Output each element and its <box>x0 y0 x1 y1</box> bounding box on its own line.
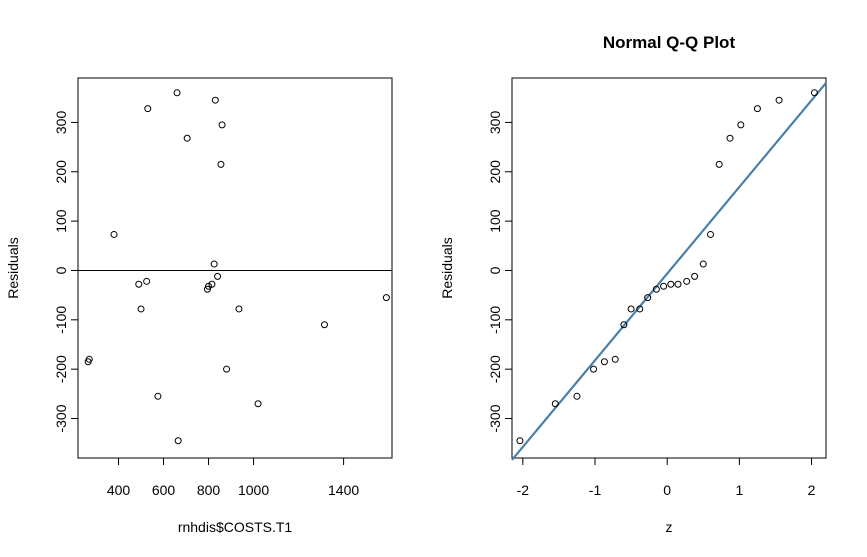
data-point <box>135 280 143 288</box>
y-tick-label: 200 <box>53 160 69 184</box>
data-point <box>775 96 783 104</box>
data-point <box>691 272 699 280</box>
x-axis-ticks: 400 600 800 1000 1400 <box>107 457 359 498</box>
data-point <box>223 365 231 373</box>
data-point <box>144 105 152 113</box>
normal-qq-plot: -2 -1 0 1 2 -300 -200 -100 0 100 200 300 Normal Q-… <box>439 33 827 535</box>
y-axis-ticks: -300 -200 -100 0 100 200 300 <box>487 111 513 433</box>
data-point <box>173 89 181 97</box>
x-tick-label: 1400 <box>328 482 359 498</box>
y-tick-label: 300 <box>487 111 503 135</box>
plot-frame <box>511 77 827 459</box>
data-point <box>110 230 118 238</box>
data-point <box>644 294 652 302</box>
data-point <box>183 134 191 142</box>
y-tick-label: 0 <box>487 266 503 274</box>
data-point <box>674 280 682 288</box>
x-tick-label: 1 <box>735 482 743 498</box>
x-axis-ticks: -2 -1 0 1 2 <box>517 457 816 498</box>
y-axis-ticks: -300 -200 -100 0 100 200 300 <box>53 111 79 433</box>
y-tick-label: 200 <box>487 160 503 184</box>
x-tick-label: -1 <box>589 482 602 498</box>
y-tick-label: -300 <box>487 404 503 432</box>
data-point <box>218 121 226 129</box>
residuals-vs-costs-plot: 400 600 800 1000 1400 -300 -200 -100 0 100 200 300… <box>5 77 393 535</box>
plot-frame <box>77 77 393 459</box>
data-point <box>205 282 213 290</box>
y-axis-label: Residuals <box>439 237 455 298</box>
y-axis-label: Residuals <box>5 237 21 298</box>
data-point <box>137 305 145 313</box>
data-point <box>174 437 182 445</box>
data-point <box>382 294 390 302</box>
data-point <box>214 272 222 280</box>
data-points <box>516 89 818 445</box>
data-point <box>551 400 559 408</box>
data-point <box>590 365 598 373</box>
chart-title: Normal Q-Q Plot <box>603 33 736 52</box>
x-tick-label: 400 <box>107 482 131 498</box>
x-tick-label: 2 <box>808 482 816 498</box>
y-tick-label: -300 <box>53 404 69 432</box>
data-point <box>320 321 328 329</box>
y-tick-label: 0 <box>53 266 69 274</box>
x-tick-label: 1000 <box>238 482 269 498</box>
data-point <box>620 321 628 329</box>
x-tick-label: -2 <box>517 482 530 498</box>
x-tick-label: 800 <box>197 482 221 498</box>
data-point <box>627 305 635 313</box>
data-point <box>210 260 218 268</box>
data-point <box>600 358 608 366</box>
data-point <box>516 437 524 445</box>
y-tick-label: -100 <box>487 306 503 334</box>
x-axis-label: z <box>666 519 673 535</box>
y-tick-label: 100 <box>53 209 69 233</box>
x-tick-label: 0 <box>663 482 671 498</box>
data-point <box>208 280 216 288</box>
data-point <box>652 285 660 293</box>
x-axis-label: rnhdis$COSTS.T1 <box>178 519 293 535</box>
data-point <box>235 305 243 313</box>
data-point <box>660 282 668 290</box>
y-tick-label: -100 <box>53 306 69 334</box>
data-point <box>683 277 691 285</box>
data-point <box>85 355 93 363</box>
data-point <box>573 392 581 400</box>
data-point <box>636 305 644 313</box>
y-tick-label: 300 <box>53 111 69 135</box>
data-point <box>726 134 734 142</box>
data-point <box>143 277 151 285</box>
data-point <box>753 105 761 113</box>
y-tick-label: -200 <box>487 355 503 383</box>
data-point <box>154 392 162 400</box>
data-point <box>211 96 219 104</box>
data-point <box>217 160 225 168</box>
data-point <box>203 285 211 293</box>
y-tick-label: -200 <box>53 355 69 383</box>
x-tick-label: 600 <box>152 482 176 498</box>
data-point <box>707 230 715 238</box>
data-points <box>84 89 390 445</box>
data-point <box>699 260 707 268</box>
data-point <box>254 400 262 408</box>
data-point <box>611 355 619 363</box>
data-point <box>667 280 675 288</box>
data-point <box>810 89 818 97</box>
data-point <box>737 121 745 129</box>
data-point <box>715 160 723 168</box>
qq-reference-line <box>511 82 827 461</box>
y-tick-label: 100 <box>487 209 503 233</box>
